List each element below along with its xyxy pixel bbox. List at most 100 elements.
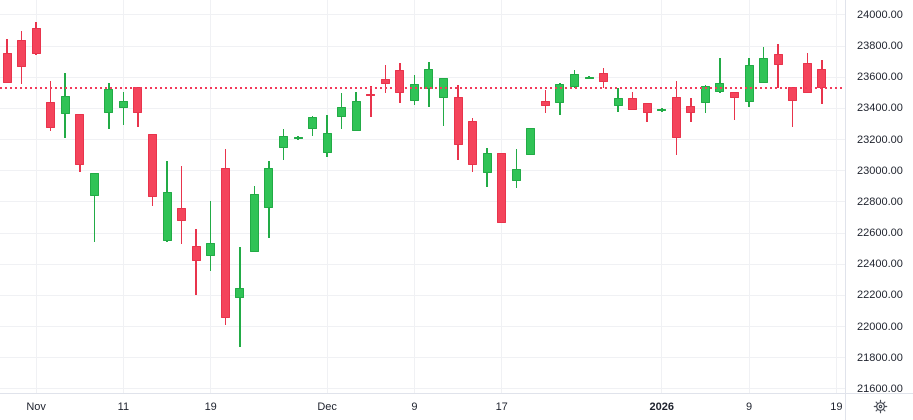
candle-down bbox=[788, 86, 798, 101]
candle-up bbox=[264, 167, 274, 209]
time-axis-label: 17 bbox=[495, 401, 508, 413]
horizontal-gridline bbox=[0, 388, 845, 390]
vertical-gridline bbox=[661, 0, 663, 393]
candle-up bbox=[337, 106, 347, 118]
time-axis-label: 11 bbox=[117, 401, 130, 413]
candle-up bbox=[104, 88, 114, 114]
candle-up bbox=[308, 117, 318, 129]
candle-down bbox=[773, 53, 783, 65]
price-axis-label: 22400.00 bbox=[857, 258, 903, 271]
candle-down bbox=[599, 72, 609, 82]
candle-up bbox=[409, 84, 419, 101]
candle-down bbox=[46, 102, 56, 128]
horizontal-gridline bbox=[0, 45, 845, 47]
price-axis-label: 24000.00 bbox=[857, 8, 903, 21]
candle-down bbox=[730, 92, 739, 99]
horizontal-gridline bbox=[0, 76, 845, 78]
candle-down bbox=[31, 28, 41, 54]
candle-up bbox=[278, 135, 288, 149]
candle-up bbox=[118, 100, 128, 108]
candle-up bbox=[744, 64, 754, 103]
price-axis-label: 23400.00 bbox=[857, 102, 903, 115]
candle-down bbox=[642, 103, 652, 114]
candle-down bbox=[453, 96, 463, 146]
candle-up bbox=[322, 132, 332, 153]
candle-up bbox=[351, 100, 361, 132]
price-axis-label: 23600.00 bbox=[857, 71, 903, 84]
vertical-gridline bbox=[122, 0, 124, 393]
horizontal-gridline bbox=[0, 357, 845, 359]
time-axis-label: Dec bbox=[317, 401, 337, 413]
candle-up bbox=[511, 169, 521, 181]
candle-wick-up bbox=[442, 78, 445, 126]
candle-down bbox=[671, 96, 681, 139]
vertical-gridline bbox=[326, 0, 328, 393]
candle-wick-up bbox=[515, 148, 517, 188]
price-axis-label: 23000.00 bbox=[857, 164, 903, 177]
time-axis-label: 2026 bbox=[649, 401, 674, 413]
horizontal-gridline bbox=[0, 294, 845, 296]
candle-up bbox=[424, 68, 434, 89]
candle-up bbox=[759, 57, 769, 83]
price-axis[interactable]: 24000.00 23800.00 23600.00 23400.00 23200.00… bbox=[845, 0, 913, 395]
candle-wick-down bbox=[777, 43, 779, 89]
candle-down bbox=[380, 78, 390, 85]
candle-wick-up bbox=[93, 173, 96, 242]
time-axis-label: 19 bbox=[830, 401, 843, 413]
candle-down bbox=[191, 245, 201, 262]
candle-wick-down bbox=[195, 229, 197, 295]
candle-wick-up bbox=[122, 92, 125, 125]
price-axis-label: 21800.00 bbox=[857, 351, 903, 364]
price-axis-label: 21600.00 bbox=[857, 382, 903, 395]
candle-down bbox=[75, 113, 85, 166]
time-axis[interactable]: Nov 11 19 Dec 9 17 2026 9 19 bbox=[0, 393, 845, 420]
horizontal-gridline bbox=[0, 232, 845, 234]
axis-settings-button[interactable] bbox=[870, 398, 890, 418]
time-axis-label: Nov bbox=[26, 401, 46, 413]
candle-wick-down bbox=[180, 166, 183, 245]
candle-down bbox=[148, 134, 157, 198]
candle-up bbox=[89, 173, 99, 197]
candle-down bbox=[17, 39, 27, 68]
price-axis-label: 23800.00 bbox=[857, 40, 903, 53]
horizontal-gridline bbox=[0, 107, 845, 109]
horizontal-gridline bbox=[0, 139, 845, 141]
vertical-gridline bbox=[210, 0, 212, 393]
time-axis-label: 9 bbox=[745, 401, 753, 413]
candle-down bbox=[177, 208, 187, 221]
candle-up bbox=[206, 243, 216, 256]
gear-icon bbox=[873, 399, 888, 417]
time-axis-label: 19 bbox=[204, 401, 217, 413]
candle-down bbox=[220, 167, 230, 319]
candle-down bbox=[133, 86, 143, 114]
candle-up bbox=[162, 191, 172, 241]
plot-area[interactable] bbox=[0, 0, 845, 393]
candle-down bbox=[468, 120, 478, 166]
last-price-line bbox=[0, 87, 845, 90]
candle-down bbox=[2, 53, 12, 83]
price-axis-label: 22000.00 bbox=[857, 320, 903, 333]
horizontal-gridline bbox=[0, 263, 845, 265]
candle-up bbox=[60, 95, 70, 114]
candle-wick-up bbox=[209, 201, 212, 272]
candle-up bbox=[700, 85, 710, 103]
candle-wick-down bbox=[384, 64, 387, 93]
candle-up bbox=[482, 152, 492, 174]
horizontal-gridline bbox=[0, 170, 845, 172]
candle-up bbox=[235, 287, 245, 298]
time-axis-label: 9 bbox=[411, 401, 418, 413]
candle-down bbox=[497, 152, 507, 223]
candle-wick-down bbox=[733, 92, 736, 121]
price-axis-label: 22800.00 bbox=[857, 195, 903, 208]
candle-up bbox=[526, 127, 536, 156]
candle-up bbox=[584, 76, 594, 79]
price-axis-label: 23200.00 bbox=[857, 133, 903, 146]
candle-down bbox=[802, 63, 812, 93]
horizontal-gridline bbox=[0, 14, 845, 16]
price-axis-label: 22600.00 bbox=[857, 227, 903, 240]
vertical-gridline bbox=[413, 0, 415, 393]
candle-down bbox=[817, 68, 827, 89]
candle-up bbox=[657, 109, 667, 112]
candle-down bbox=[395, 70, 405, 93]
